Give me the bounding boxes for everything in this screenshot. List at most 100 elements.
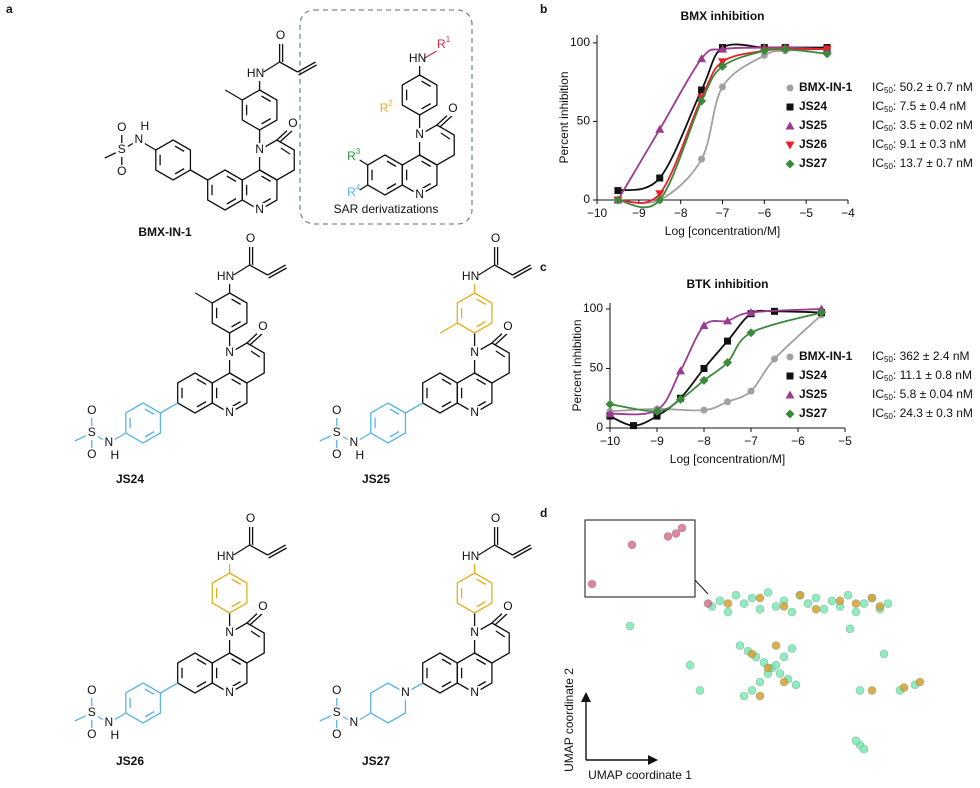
atom-label: N — [401, 685, 410, 699]
ring — [241, 89, 278, 131]
ic50-value: : 3.5 ± 0.02 nM — [893, 118, 973, 132]
umap-point — [787, 644, 797, 653]
x-tick-label: −9 — [632, 206, 646, 220]
legend-label: JS27 — [799, 406, 827, 420]
bond — [160, 402, 179, 414]
ic50-value: : 5.8 ± 0.04 nM — [893, 387, 973, 401]
ic50-sub: 50 — [884, 374, 893, 383]
x-tick-label: −7 — [716, 206, 730, 220]
y-axis-label: UMAP coordinate 2 — [562, 668, 576, 772]
data-point — [760, 51, 768, 59]
legend-marker — [786, 84, 794, 92]
ic50-main: IC — [872, 156, 884, 170]
umap-point — [703, 599, 713, 608]
atom-label: N — [104, 715, 113, 729]
atom-label: N — [470, 405, 479, 419]
label-bg — [85, 404, 98, 418]
label-bg — [464, 270, 477, 284]
bond — [297, 61, 316, 73]
ic50-value: : 13.7 ± 0.7 nM — [893, 156, 973, 170]
label-bg — [346, 186, 363, 200]
compound-name: JS25 — [362, 472, 390, 486]
umap-point — [875, 602, 885, 611]
r-main: R — [347, 149, 356, 163]
data-point — [746, 308, 756, 317]
label-bg — [347, 436, 360, 450]
umap-point — [779, 652, 789, 662]
ic50-main: IC — [872, 118, 884, 132]
bond — [144, 408, 155, 415]
label-bg — [330, 426, 343, 440]
umap-point — [763, 588, 773, 597]
y-axis-label: Percent inhibition — [570, 319, 584, 411]
y-axis-label: Percent inhibition — [557, 71, 571, 163]
x-tick-label: −4 — [841, 206, 855, 220]
ring — [177, 372, 213, 414]
atom-label: HN — [217, 269, 234, 283]
atom-label: O — [332, 447, 341, 461]
bond — [160, 682, 179, 694]
data-point — [613, 195, 623, 205]
umap-point — [771, 660, 781, 670]
ic50-value: : 362 ± 2.4 nM — [893, 349, 970, 363]
label-bg — [85, 684, 98, 698]
legend-marker — [785, 409, 795, 419]
label-bg — [223, 626, 236, 640]
ic50-sub: 50 — [884, 105, 893, 114]
data-point — [605, 409, 615, 418]
ring — [207, 169, 243, 211]
inset-connector — [694, 579, 709, 595]
bond — [233, 544, 250, 556]
inset-box — [584, 519, 696, 598]
y-tick-label: 100 — [570, 35, 590, 49]
label-bg — [102, 716, 115, 730]
label-bg — [274, 29, 287, 43]
label-bg — [464, 550, 477, 564]
x-axis-label: Log [concentration/M] — [670, 452, 785, 466]
atom-label: H — [355, 448, 364, 462]
ic50-value: : 7.5 ± 0.4 nM — [893, 99, 966, 113]
atom-label: O — [491, 511, 500, 525]
x-tick-label: −5 — [799, 206, 813, 220]
r-group: R2 — [380, 99, 394, 115]
atom-label: O — [246, 511, 255, 525]
label-bg — [108, 729, 121, 743]
ring — [177, 652, 213, 694]
label-bg — [102, 436, 115, 450]
ic50-label: IC50: 13.7 ± 0.7 nM — [872, 156, 973, 171]
ring — [370, 402, 407, 444]
ic50-label: IC50: 9.1 ± 0.3 nM — [872, 137, 966, 152]
atom-label: O — [288, 116, 297, 130]
legend-marker — [785, 121, 795, 130]
label-bg — [244, 512, 257, 526]
data-point — [676, 366, 685, 375]
fit-curve — [609, 309, 822, 427]
ring — [422, 372, 458, 414]
ic50-main: IC — [872, 137, 884, 151]
atom-label: HN — [247, 66, 264, 80]
umap-point — [843, 590, 853, 600]
bond — [231, 658, 241, 665]
panel-label: b — [540, 2, 547, 16]
x-tick-label: −10 — [600, 434, 621, 448]
bond — [439, 322, 458, 334]
r-main: R — [437, 37, 446, 51]
x-tick-label: −6 — [757, 206, 771, 220]
umap-point — [627, 540, 637, 550]
umap-point — [739, 691, 749, 701]
data-point — [699, 321, 709, 330]
legend-label: JS24 — [799, 368, 827, 382]
atom-label: O — [448, 101, 457, 115]
legend-marker — [785, 159, 795, 169]
ic50-main: IC — [872, 99, 884, 113]
ic50-label: IC50: 3.5 ± 0.02 nM — [872, 118, 973, 133]
legend-marker — [785, 390, 795, 399]
bond — [250, 630, 261, 638]
umap-point — [723, 607, 733, 617]
bond — [261, 175, 271, 182]
bond — [494, 264, 513, 276]
umap-point — [899, 683, 909, 692]
bond — [250, 350, 261, 358]
data-point — [655, 195, 665, 205]
umap-point — [879, 649, 889, 659]
